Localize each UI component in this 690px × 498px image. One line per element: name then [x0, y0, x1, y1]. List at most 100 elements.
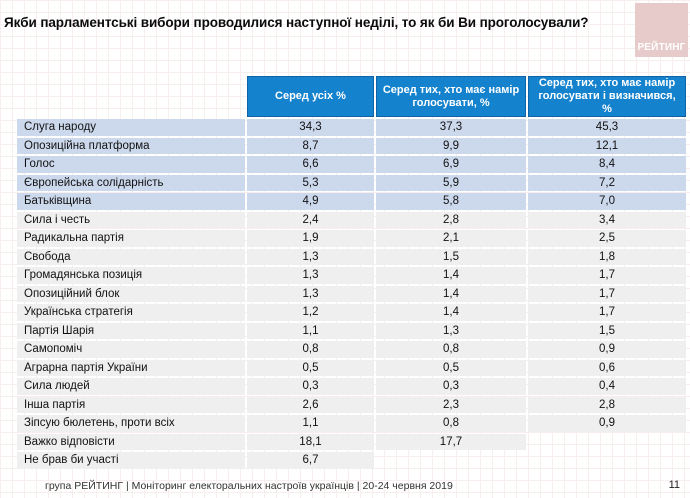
party-name-cell: Європейська солідарність [17, 174, 245, 191]
table-row: Опозиційна платформа 8,7 9,9 12,1 [17, 137, 686, 154]
value-cell: 1,7 [528, 304, 686, 321]
value-cell: 0,3 [247, 378, 374, 395]
party-name-cell: Самопоміч [17, 341, 245, 358]
table-row: Сила і честь 2,4 2,8 3,4 [17, 211, 686, 228]
value-cell: 37,3 [376, 119, 526, 136]
party-name-cell: Зіпсую бюлетень, проти всіх [17, 415, 245, 432]
value-cell: 2,5 [528, 230, 686, 247]
header-among-intend: Серед тих, хто має намір голосувати, % [376, 76, 526, 117]
value-cell: 1,2 [247, 304, 374, 321]
value-cell: 9,9 [376, 137, 526, 154]
party-name-cell: Українська стратегія [17, 304, 245, 321]
value-cell: 5,8 [376, 193, 526, 210]
value-cell: 0,3 [376, 378, 526, 395]
party-name-cell: Батьківщина [17, 193, 245, 210]
value-cell: 18,1 [247, 433, 374, 450]
table-row: Європейська солідарність 5,3 5,9 7,2 [17, 174, 686, 191]
value-cell: 0,8 [376, 341, 526, 358]
value-cell: 7,0 [528, 193, 686, 210]
party-name-cell: Сила і честь [17, 211, 245, 228]
value-cell: 6,9 [376, 156, 526, 173]
table-row: Інша партія 2,6 2,3 2,8 [17, 396, 686, 413]
party-name-cell: Опозиційна платформа [17, 137, 245, 154]
source-footer: група РЕЙТИНГ | Моніторинг електоральних… [45, 480, 453, 492]
page-title: Якби парламентські вибори проводилися на… [4, 15, 589, 30]
value-cell [528, 434, 686, 451]
header-among-decided: Серед тих, хто має намір голосувати і ви… [528, 76, 686, 117]
value-cell: 1,5 [528, 322, 686, 339]
results-table: Серед усіх % Серед тих, хто має намір го… [15, 74, 688, 471]
table-row: Аграрна партія України 0,5 0,5 0,6 [17, 359, 686, 376]
value-cell: 0,8 [376, 415, 526, 432]
value-cell: 34,3 [247, 119, 374, 136]
table-row: Українська стратегія 1,2 1,4 1,7 [17, 304, 686, 321]
value-cell: 2,3 [376, 396, 526, 413]
table-row: Сила людей 0,3 0,3 0,4 [17, 378, 686, 395]
party-name-cell: Громадянська позиція [17, 267, 245, 284]
value-cell: 1,9 [247, 230, 374, 247]
value-cell: 1,8 [528, 248, 686, 265]
value-cell: 17,7 [376, 433, 526, 450]
value-cell: 5,3 [247, 174, 374, 191]
value-cell: 8,7 [247, 137, 374, 154]
value-cell: 1,1 [247, 415, 374, 432]
page-number: 11 [668, 479, 680, 491]
header-among-all: Серед усіх % [247, 76, 374, 117]
table-row: Батьківщина 4,9 5,8 7,0 [17, 193, 686, 210]
value-cell [528, 452, 686, 469]
value-cell: 1,7 [528, 285, 686, 302]
value-cell: 0,6 [528, 359, 686, 376]
party-name-cell: Не брав би участі [17, 452, 245, 469]
value-cell: 1,4 [376, 267, 526, 284]
table-row: Не брав би участі 6,7 [17, 452, 686, 469]
value-cell: 0,5 [376, 359, 526, 376]
table-row: Голос 6,6 6,9 8,4 [17, 156, 686, 173]
value-cell: 6,6 [247, 156, 374, 173]
party-name-cell: Важко відповісти [17, 433, 245, 450]
table-row: Партія Шарія 1,1 1,3 1,5 [17, 322, 686, 339]
table-row: Зіпсую бюлетень, проти всіх 1,1 0,8 0,9 [17, 415, 686, 432]
value-cell: 2,1 [376, 230, 526, 247]
value-cell: 2,4 [247, 211, 374, 228]
party-name-cell: Радикальна партія [17, 230, 245, 247]
value-cell: 2,8 [376, 211, 526, 228]
table-row: Радикальна партія 1,9 2,1 2,5 [17, 230, 686, 247]
table-row: Опозиційний блок 1,3 1,4 1,7 [17, 285, 686, 302]
table-row: Свобода 1,3 1,5 1,8 [17, 248, 686, 265]
value-cell: 1,3 [376, 322, 526, 339]
value-cell: 1,3 [247, 267, 374, 284]
party-name-cell: Голос [17, 156, 245, 173]
value-cell: 2,6 [247, 396, 374, 413]
value-cell: 1,5 [376, 248, 526, 265]
value-cell: 1,3 [247, 248, 374, 265]
value-cell: 2,8 [528, 396, 686, 413]
value-cell: 0,9 [528, 415, 686, 432]
party-name-cell: Свобода [17, 248, 245, 265]
value-cell: 5,9 [376, 174, 526, 191]
party-name-cell: Слуга народу [17, 119, 245, 136]
table-row: Слуга народу 34,3 37,3 45,3 [17, 119, 686, 136]
value-cell: 1,4 [376, 304, 526, 321]
party-name-cell: Аграрна партія України [17, 359, 245, 376]
value-cell: 7,2 [528, 174, 686, 191]
value-cell: 0,5 [247, 359, 374, 376]
value-cell: 8,4 [528, 156, 686, 173]
value-cell: 1,7 [528, 267, 686, 284]
party-name-cell: Сила людей [17, 378, 245, 395]
party-name-cell: Інша партія [17, 396, 245, 413]
value-cell: 6,7 [247, 452, 374, 469]
table-row: Самопоміч 0,8 0,8 0,9 [17, 341, 686, 358]
results-table-body: Слуга народу 34,3 37,3 45,3 Опозиційна платф… [17, 119, 686, 469]
table-row: Важко відповісти 18,1 17,7 [17, 433, 686, 451]
value-cell: 4,9 [247, 193, 374, 210]
value-cell [376, 452, 526, 469]
rating-logo-label: РЕЙТИНГ [637, 42, 686, 53]
value-cell: 0,9 [528, 341, 686, 358]
value-cell: 0,4 [528, 378, 686, 395]
results-table-header: Серед усіх % Серед тих, хто має намір го… [17, 76, 686, 117]
value-cell: 1,1 [247, 322, 374, 339]
party-name-cell: Опозиційний блок [17, 285, 245, 302]
value-cell: 1,4 [376, 285, 526, 302]
table-row: Громадянська позиція 1,3 1,4 1,7 [17, 267, 686, 284]
